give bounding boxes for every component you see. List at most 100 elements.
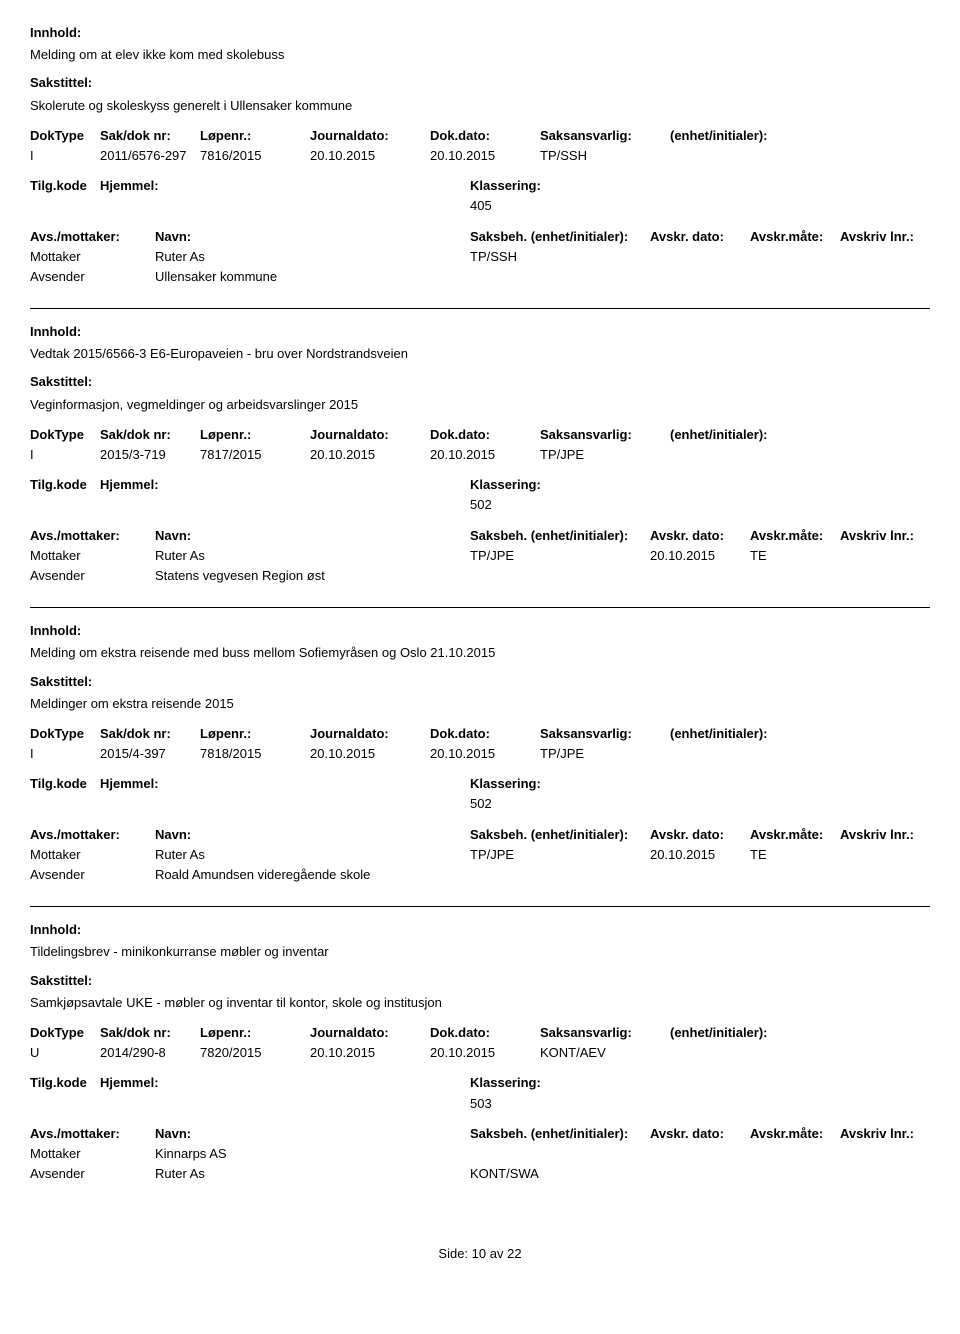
doc-data-cell: 2014/290-8 [100,1044,200,1062]
footer-page: 10 [472,1246,486,1261]
doc-header-cell: Dok.dato: [430,127,540,145]
tilg-row: Tilg.kodeHjemmel:Klassering: [30,476,930,494]
doc-data-cell: TP/JPE [540,446,670,464]
mottaker-cell: Ruter As [155,248,470,266]
doc-header-cell: (enhet/initialer): [670,725,930,743]
avs-header-cell: Avs./mottaker: [30,1125,155,1143]
record: Innhold:Melding om ekstra reisende med b… [30,622,930,907]
innhold-label: Innhold: [30,921,930,939]
doc-header-cell: Dok.dato: [430,725,540,743]
klassering-value: 502 [470,496,930,514]
avsender-cell: Avsender [30,268,155,286]
klassering-label: Klassering: [470,775,930,793]
innhold-label: Innhold: [30,323,930,341]
klassering-empty [30,795,470,813]
avsender-row: AvsenderRuter AsKONT/SWA [30,1165,930,1183]
sakstittel-label: Sakstittel: [30,74,930,92]
avs-header-cell: Navn: [155,228,470,246]
doc-header-cell: Sak/dok nr: [100,725,200,743]
doc-data-row: U2014/290-87820/201520.10.201520.10.2015… [30,1044,930,1062]
doc-header-cell: Løpenr.: [200,127,310,145]
doc-data-cell: U [30,1044,100,1062]
doc-header-cell: (enhet/initialer): [670,1024,930,1042]
doc-header-cell: Journaldato: [310,426,430,444]
avs-header-cell: Avskr.måte: [750,1125,840,1143]
doc-header-cell: DokType [30,725,100,743]
doc-header-cell: DokType [30,426,100,444]
avsender-cell: Avsender [30,567,155,585]
avs-header-cell: Avskr. dato: [650,228,750,246]
avsender-cell [470,567,930,585]
avs-header-cell: Navn: [155,1125,470,1143]
doc-data-cell: 20.10.2015 [430,745,540,763]
mottaker-cell: 20.10.2015 [650,846,750,864]
avsender-cell: Roald Amundsen videregående skole [155,866,470,884]
mottaker-row: MottakerRuter AsTP/JPE20.10.2015TE [30,846,930,864]
mottaker-cell: Ruter As [155,846,470,864]
avs-header-cell: Avs./mottaker: [30,228,155,246]
doc-header-cell: Journaldato: [310,1024,430,1042]
doc-data-cell: I [30,147,100,165]
avsender-cell [470,268,930,286]
mottaker-cell: TP/JPE [470,846,650,864]
avsender-cell: KONT/SWA [470,1165,930,1183]
sakstittel-label: Sakstittel: [30,972,930,990]
mottaker-cell [840,846,930,864]
avs-header-cell: Saksbeh. (enhet/initialer): [470,1125,650,1143]
avsender-row: AvsenderStatens vegvesen Region øst [30,567,930,585]
sakstittel-label: Sakstittel: [30,373,930,391]
doc-header-cell: DokType [30,127,100,145]
doc-data-cell: TP/SSH [540,147,670,165]
tilgkode-label: Tilg.kode [30,177,100,195]
record: Innhold:Tildelingsbrev - minikonkurranse… [30,921,930,1205]
avsender-cell: Ullensaker kommune [155,268,470,286]
doc-data-cell: 20.10.2015 [310,745,430,763]
mottaker-cell: TE [750,846,840,864]
sakstittel-text: Veginformasjon, vegmeldinger og arbeidsv… [30,396,930,414]
records-container: Innhold:Melding om at elev ikke kom med … [30,24,930,1205]
doc-header-cell: Saksansvarlig: [540,725,670,743]
klassering-value-row: 502 [30,795,930,813]
avsender-row: AvsenderUllensaker kommune [30,268,930,286]
tilg-row: Tilg.kodeHjemmel:Klassering: [30,1074,930,1092]
doc-header-cell: Saksansvarlig: [540,127,670,145]
avs-header-cell: Navn: [155,826,470,844]
avs-header-cell: Saksbeh. (enhet/initialer): [470,228,650,246]
doc-header-cell: Sak/dok nr: [100,426,200,444]
klassering-empty [30,1095,470,1113]
doc-header-cell: DokType [30,1024,100,1042]
doc-header-cell: Sak/dok nr: [100,127,200,145]
avs-header-row: Avs./mottaker:Navn:Saksbeh. (enhet/initi… [30,826,930,844]
avs-header-cell: Navn: [155,527,470,545]
doc-data-cell [670,745,930,763]
avs-header-row: Avs./mottaker:Navn:Saksbeh. (enhet/initi… [30,527,930,545]
doc-header-cell: Dok.dato: [430,426,540,444]
klassering-value: 405 [470,197,930,215]
avs-header-cell: Saksbeh. (enhet/initialer): [470,826,650,844]
doc-header-cell: Løpenr.: [200,1024,310,1042]
doc-data-cell: 20.10.2015 [310,446,430,464]
avs-header-cell: Avskr. dato: [650,527,750,545]
mottaker-cell [750,1145,840,1163]
doc-data-cell [670,446,930,464]
tilgkode-label: Tilg.kode [30,1074,100,1092]
avs-header-cell: Avskr. dato: [650,826,750,844]
klassering-value-row: 405 [30,197,930,215]
tilg-row: Tilg.kodeHjemmel:Klassering: [30,775,930,793]
doc-header-cell: Saksansvarlig: [540,426,670,444]
tilgkode-label: Tilg.kode [30,476,100,494]
avs-header-cell: Avskriv lnr.: [840,228,930,246]
mottaker-cell: Mottaker [30,846,155,864]
avs-header-cell: Avskr.måte: [750,527,840,545]
sakstittel-text: Samkjøpsavtale UKE - møbler og inventar … [30,994,930,1012]
klassering-empty [30,496,470,514]
mottaker-cell [840,248,930,266]
mottaker-row: MottakerRuter AsTP/SSH [30,248,930,266]
mottaker-row: MottakerKinnarps AS [30,1145,930,1163]
doc-header-cell: (enhet/initialer): [670,127,930,145]
avs-header-cell: Avs./mottaker: [30,826,155,844]
innhold-label: Innhold: [30,24,930,42]
avsender-row: AvsenderRoald Amundsen videregående skol… [30,866,930,884]
footer-side-label: Side: [438,1246,468,1261]
mottaker-cell: Kinnarps AS [155,1145,470,1163]
